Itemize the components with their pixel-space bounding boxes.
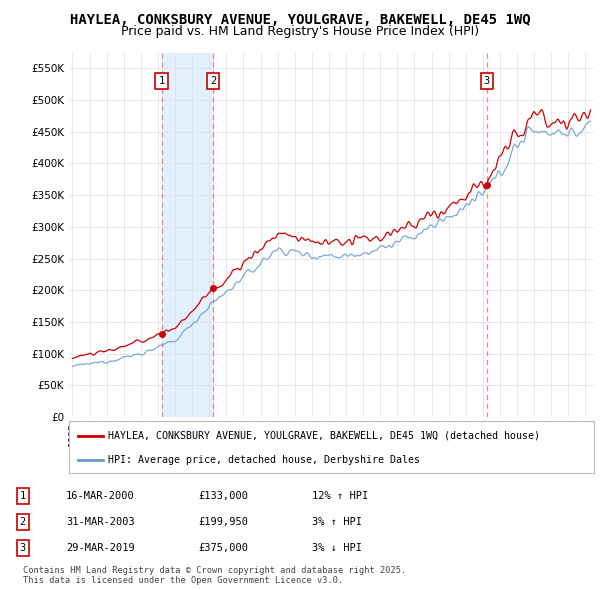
Text: 2: 2 xyxy=(20,517,26,527)
Text: 3% ↑ HPI: 3% ↑ HPI xyxy=(312,517,362,527)
Text: 31-MAR-2003: 31-MAR-2003 xyxy=(66,517,135,527)
Text: 1: 1 xyxy=(158,76,164,86)
Text: Price paid vs. HM Land Registry's House Price Index (HPI): Price paid vs. HM Land Registry's House … xyxy=(121,25,479,38)
Text: 3: 3 xyxy=(484,76,490,86)
Bar xyxy=(161,53,214,417)
Text: £199,950: £199,950 xyxy=(198,517,248,527)
Text: 1: 1 xyxy=(20,491,26,501)
Text: HAYLEA, CONKSBURY AVENUE, YOULGRAVE, BAKEWELL, DE45 1WQ (detached house): HAYLEA, CONKSBURY AVENUE, YOULGRAVE, BAK… xyxy=(109,431,541,441)
Text: £133,000: £133,000 xyxy=(198,491,248,501)
Text: 2: 2 xyxy=(210,76,217,86)
Text: 3% ↓ HPI: 3% ↓ HPI xyxy=(312,543,362,553)
Text: HPI: Average price, detached house, Derbyshire Dales: HPI: Average price, detached house, Derb… xyxy=(109,455,421,465)
Text: HAYLEA, CONKSBURY AVENUE, YOULGRAVE, BAKEWELL, DE45 1WQ: HAYLEA, CONKSBURY AVENUE, YOULGRAVE, BAK… xyxy=(70,13,530,27)
Text: £375,000: £375,000 xyxy=(198,543,248,553)
Text: 29-MAR-2019: 29-MAR-2019 xyxy=(66,543,135,553)
Text: 16-MAR-2000: 16-MAR-2000 xyxy=(66,491,135,501)
Text: 3: 3 xyxy=(20,543,26,553)
Text: 12% ↑ HPI: 12% ↑ HPI xyxy=(312,491,368,501)
Text: Contains HM Land Registry data © Crown copyright and database right 2025.
This d: Contains HM Land Registry data © Crown c… xyxy=(23,566,406,585)
